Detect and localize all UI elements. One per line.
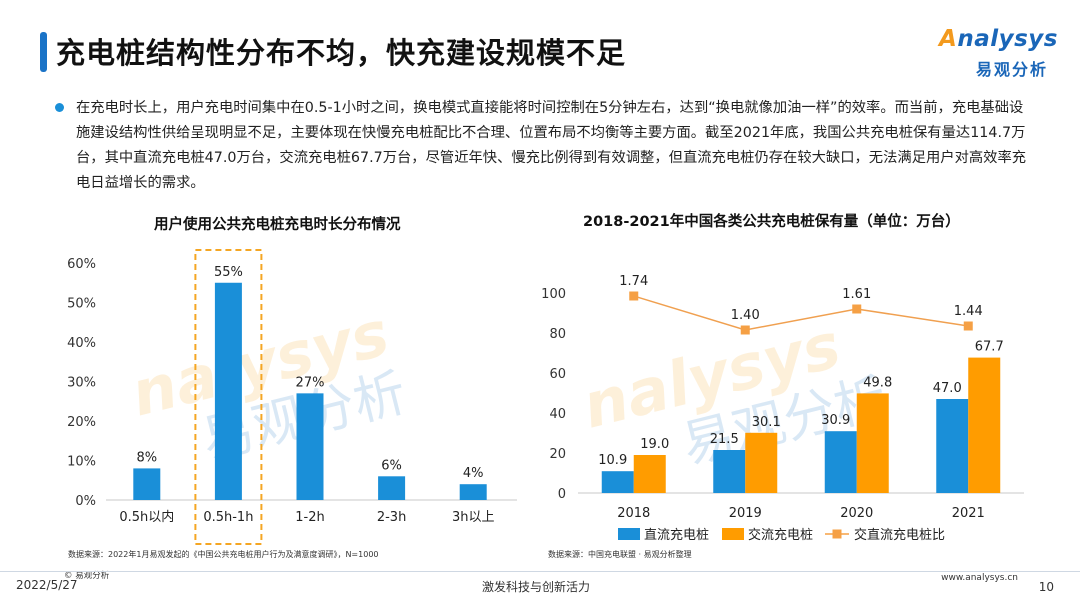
ratio-marker	[740, 325, 750, 335]
ratio-marker	[852, 304, 862, 314]
legend-label: 直流充电桩	[644, 527, 709, 543]
y-tick-label: 0%	[75, 494, 96, 509]
legend-swatch	[618, 528, 640, 540]
bar-value-label: 49.8	[863, 375, 892, 390]
y-tick-label: 100	[541, 287, 566, 302]
bar	[214, 282, 242, 500]
legend-swatch	[722, 528, 744, 540]
left-chart-source: 数据来源：2022年1月易观发起的《中国公共充电桩用户行为及满意度调研》，N=1…	[68, 550, 379, 559]
ratio-marker	[963, 321, 973, 331]
bar-value-label: 10.9	[598, 453, 627, 468]
bar-value-label: 47.0	[933, 381, 962, 396]
y-tick-label: 60	[549, 367, 566, 382]
analysys-logo: Analysys 易观分析	[939, 22, 1058, 82]
bar-value-label: 30.1	[752, 415, 781, 430]
bar	[133, 468, 161, 500]
y-tick-label: 40	[549, 407, 566, 422]
bar-ac	[745, 432, 778, 493]
x-category-label: 3h以上	[452, 510, 495, 525]
page-number: 10	[1038, 580, 1054, 594]
logo-text-cn: 易观分析	[975, 60, 1048, 79]
bar-value-label: 19.0	[640, 437, 669, 452]
ratio-label: 1.44	[954, 304, 983, 319]
x-category-label: 0.5h-1h	[203, 510, 253, 525]
x-category-label: 0.5h以内	[119, 509, 174, 525]
bar-dc	[713, 450, 746, 493]
bar-ac	[968, 357, 1001, 493]
bar-value-label: 6%	[381, 458, 402, 473]
ratio-label: 1.74	[619, 274, 648, 289]
right-chart-title: 2018-2021年中国各类公共充电桩保有量（单位：万台）	[583, 214, 960, 230]
right-chart-source: 数据来源：中国充电联盟 · 易观分析整理	[548, 550, 692, 559]
bar	[378, 476, 406, 500]
x-category-label: 2018	[617, 506, 650, 521]
intro-paragraph: 在充电时长上，用户充电时间集中在0.5-1小时之间，换电模式直接能将时间控制在5…	[76, 100, 1027, 191]
legend-marker	[832, 529, 842, 539]
bar-dc	[824, 431, 857, 493]
bar-value-label: 55%	[214, 265, 243, 280]
bar-ac	[856, 393, 889, 493]
ratio-line	[633, 295, 969, 331]
legend-label: 交流充电桩	[748, 527, 813, 543]
footer-slogan: 激发科技与创新活力	[482, 580, 591, 594]
ratio-marker	[629, 291, 639, 301]
x-category-label: 2019	[729, 506, 762, 521]
bar	[296, 393, 324, 500]
bar-value-label: 27%	[296, 375, 325, 390]
x-category-label: 2021	[952, 506, 985, 521]
x-category-label: 2020	[840, 506, 873, 521]
copyright: © 易观分析	[64, 571, 110, 581]
footer-divider	[0, 571, 1080, 572]
logo-word: nalysys	[957, 26, 1058, 52]
logo-initial: A	[939, 26, 958, 52]
bar-ac	[633, 455, 666, 493]
legend-label: 交直流充电桩比	[854, 527, 945, 543]
bar	[459, 484, 487, 500]
ratio-label: 1.40	[731, 308, 760, 323]
bar-dc	[601, 471, 634, 493]
y-tick-label: 10%	[67, 455, 96, 470]
bar-value-label: 8%	[136, 450, 157, 465]
highlight-box	[194, 249, 263, 545]
logo-text-en: Analysys	[939, 26, 1058, 52]
y-tick-label: 60%	[67, 257, 96, 272]
duration-distribution-chart: nalysys 易观分析 0% 10% 20% 30% 40% 50% 60% 8% 0.5h…	[67, 249, 517, 545]
y-tick-label: 0	[558, 487, 566, 502]
bar-value-label: 67.7	[975, 340, 1004, 355]
x-category-label: 1-2h	[295, 510, 324, 525]
page-title: 充电桩结构性分布不均，快充建设规模不足	[56, 36, 627, 70]
bar-value-label: 30.9	[821, 413, 850, 428]
title-accent-bar	[40, 32, 47, 72]
bullet-dot	[55, 103, 64, 112]
left-chart-title: 用户使用公共充电桩充电时长分布情况	[154, 217, 401, 233]
bar-value-label: 21.5	[710, 432, 739, 447]
bar-dc	[936, 399, 969, 493]
x-category-label: 2-3h	[377, 510, 406, 525]
bar-value-label: 4%	[463, 466, 484, 481]
y-tick-label: 20	[549, 447, 566, 462]
watermark: nalysys 易观分析	[124, 296, 412, 471]
y-tick-label: 40%	[67, 336, 96, 351]
footer-date: 2022/5/27	[16, 578, 78, 592]
y-tick-label: 20%	[67, 415, 96, 430]
ratio-label: 1.61	[842, 287, 871, 302]
y-tick-label: 80	[549, 327, 566, 342]
y-tick-label: 30%	[67, 376, 96, 391]
y-tick-label: 50%	[67, 297, 96, 312]
footer-url: www.analysys.cn	[941, 573, 1018, 583]
